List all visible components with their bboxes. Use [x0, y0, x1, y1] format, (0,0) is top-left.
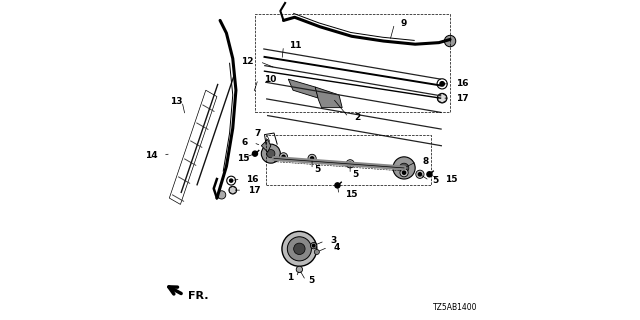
- Circle shape: [400, 169, 408, 177]
- Text: 5: 5: [432, 176, 438, 185]
- Text: 17: 17: [456, 94, 468, 103]
- Text: 5: 5: [315, 165, 321, 174]
- Circle shape: [280, 153, 287, 161]
- Circle shape: [282, 231, 317, 266]
- Circle shape: [267, 149, 275, 158]
- Circle shape: [252, 151, 257, 156]
- Text: 2: 2: [355, 113, 360, 122]
- Circle shape: [310, 157, 314, 160]
- Text: 15: 15: [445, 174, 457, 184]
- Circle shape: [312, 244, 315, 247]
- Text: 8: 8: [422, 157, 429, 166]
- Polygon shape: [261, 140, 271, 152]
- Text: 4: 4: [333, 243, 340, 252]
- Circle shape: [308, 154, 316, 163]
- Text: 5: 5: [353, 170, 359, 179]
- Circle shape: [287, 237, 312, 261]
- Circle shape: [314, 250, 319, 254]
- Text: 15: 15: [345, 190, 357, 199]
- Circle shape: [310, 243, 317, 249]
- Circle shape: [416, 170, 424, 178]
- Circle shape: [444, 35, 456, 47]
- Circle shape: [393, 157, 415, 179]
- Circle shape: [399, 163, 409, 173]
- Text: 17: 17: [248, 186, 260, 195]
- Circle shape: [427, 172, 432, 177]
- Text: 3: 3: [330, 236, 337, 245]
- Text: 12: 12: [241, 57, 254, 66]
- Circle shape: [294, 243, 305, 254]
- Text: 6: 6: [241, 138, 248, 147]
- Text: 16: 16: [246, 174, 259, 184]
- Text: 16: 16: [456, 79, 468, 88]
- Circle shape: [419, 173, 422, 176]
- Text: 10: 10: [264, 75, 276, 84]
- Circle shape: [296, 266, 303, 273]
- Text: 11: 11: [289, 41, 301, 50]
- Text: 9: 9: [400, 19, 406, 28]
- Polygon shape: [316, 87, 342, 108]
- Text: 7: 7: [254, 129, 260, 138]
- Polygon shape: [230, 186, 236, 194]
- Circle shape: [346, 160, 355, 168]
- Text: 5: 5: [308, 276, 315, 285]
- Circle shape: [335, 183, 340, 188]
- Text: 15: 15: [237, 154, 249, 163]
- Circle shape: [440, 82, 444, 86]
- Circle shape: [349, 162, 352, 165]
- Circle shape: [282, 155, 285, 158]
- Circle shape: [230, 179, 233, 182]
- Circle shape: [445, 36, 455, 46]
- Polygon shape: [438, 93, 446, 103]
- Text: 14: 14: [145, 151, 157, 160]
- Text: 13: 13: [170, 97, 182, 106]
- Text: 1: 1: [287, 273, 294, 282]
- Circle shape: [261, 144, 280, 163]
- Text: TZ5AB1400: TZ5AB1400: [433, 303, 477, 312]
- Text: FR.: FR.: [188, 292, 209, 301]
- Circle shape: [218, 191, 226, 199]
- Polygon shape: [288, 79, 319, 98]
- Circle shape: [403, 171, 406, 174]
